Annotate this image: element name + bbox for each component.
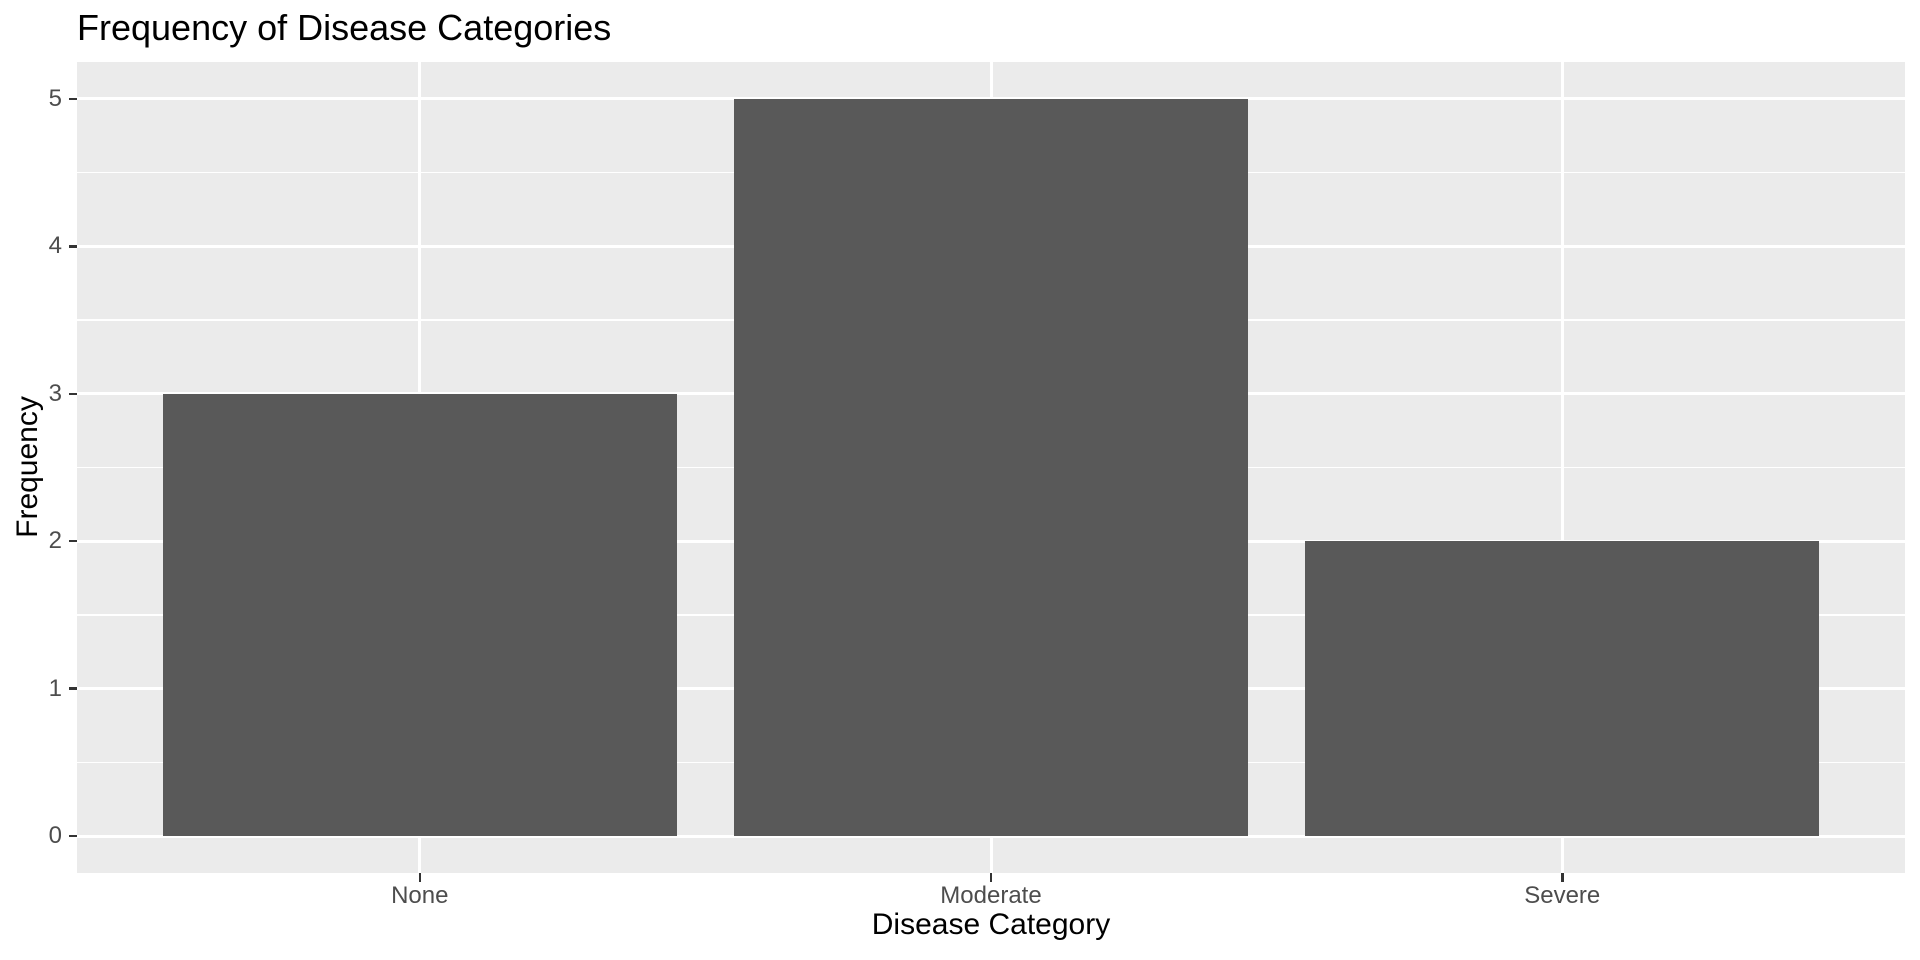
plot-panel [77,62,1905,873]
x-axis-tick-label: None [391,882,449,909]
x-axis-tick [1561,873,1564,882]
y-axis-tick [69,392,77,396]
y-axis-tick-label: 5 [48,84,62,112]
x-axis-tick-label: Moderate [940,882,1042,909]
x-axis-tick [418,873,421,882]
y-axis-tick [69,834,77,838]
y-axis-tick-label: 1 [48,674,62,702]
y-axis-tick [69,245,77,248]
bar-severe [1305,541,1820,837]
y-axis-tick-label: 3 [48,379,62,407]
y-axis-tick [69,687,77,690]
x-axis-tick-label: Severe [1524,882,1601,909]
y-axis-tick-label: 0 [48,822,62,850]
y-axis-tick [69,97,77,101]
bar-moderate [733,98,1249,837]
y-axis-tick-label: 2 [48,527,62,555]
y-axis-tick [69,539,77,543]
y-axis-tick-label: 4 [48,232,62,260]
gridline-major-x [1560,62,1564,873]
y-axis-title: Frequency [11,396,44,538]
chart-title: Frequency of Disease Categories [77,7,612,48]
x-axis-title: Disease Category [871,908,1111,941]
bar-none [162,393,677,837]
x-axis-tick [989,873,993,882]
